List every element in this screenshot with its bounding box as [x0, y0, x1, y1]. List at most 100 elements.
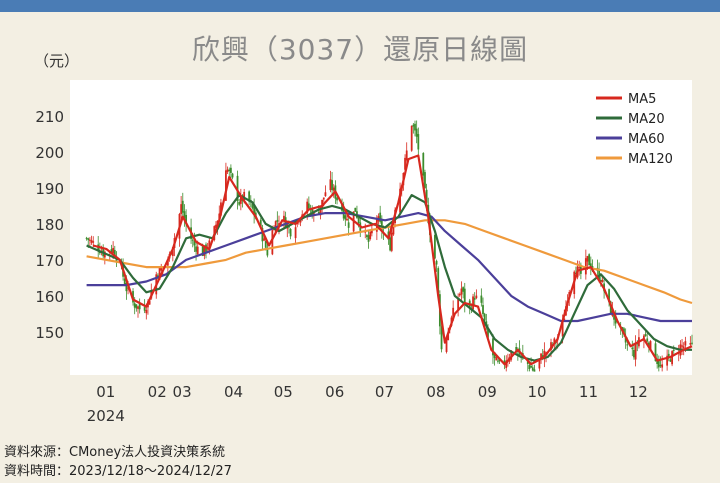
candle-body — [646, 338, 649, 342]
candle-body — [412, 124, 415, 127]
candle-body — [229, 167, 232, 173]
candle-body — [276, 219, 279, 222]
candle-body — [158, 267, 161, 280]
candle-body — [215, 224, 217, 228]
candle-body — [344, 215, 347, 220]
candle-body — [289, 229, 292, 237]
candle-body — [654, 343, 657, 362]
candle-body — [92, 241, 95, 243]
candle-body — [553, 338, 556, 345]
candle-body — [684, 341, 687, 346]
candle-body — [201, 246, 204, 256]
candle-body — [472, 296, 474, 310]
legend-label: MA5 — [628, 92, 656, 107]
candle-body — [135, 304, 138, 309]
candle-body — [561, 321, 564, 337]
x-tick-label: 11 — [579, 383, 598, 401]
candle-body — [166, 259, 169, 266]
candle-body — [243, 191, 246, 201]
y-tick-label: 200 — [35, 144, 64, 162]
candle-body — [239, 195, 242, 204]
year-label: 2024 — [87, 407, 125, 425]
candle-body — [113, 249, 116, 257]
candle-body — [236, 175, 239, 201]
candle-body — [370, 229, 373, 234]
footer: 資料來源：CMoney法人投資決策系統 資料時間：2023/12/18～2024… — [4, 443, 232, 481]
candle-body — [649, 341, 652, 350]
candle-body — [284, 217, 287, 228]
candle-body — [321, 199, 324, 209]
candle-body — [586, 256, 589, 262]
candle-body — [208, 240, 211, 251]
candle-body — [410, 125, 413, 151]
candle-body — [331, 180, 333, 191]
candle-body — [543, 350, 546, 360]
candle-body — [263, 238, 265, 241]
candle-body — [226, 169, 229, 172]
candle-body — [437, 268, 440, 293]
candle-body — [452, 307, 455, 321]
candle-body — [133, 303, 136, 308]
candle-body — [143, 307, 146, 311]
candle-body — [306, 201, 309, 214]
candle-body — [667, 353, 670, 357]
candle-body — [123, 278, 126, 285]
candle-body — [457, 298, 460, 311]
x-tick-label: 12 — [629, 383, 648, 401]
candle-body — [599, 279, 602, 282]
candle-body — [228, 169, 231, 172]
candle-body — [588, 254, 591, 266]
candle-body — [341, 203, 343, 211]
y-tick-label: 210 — [35, 108, 64, 126]
candle-body — [435, 260, 438, 265]
candle-body — [528, 365, 531, 369]
x-tick-label: 08 — [426, 383, 445, 401]
candle-body — [608, 289, 610, 303]
x-tick-label: 04 — [224, 383, 243, 401]
legend-label: MA20 — [628, 112, 665, 127]
candle-body — [271, 230, 274, 255]
candle-body — [127, 287, 129, 289]
candle-body — [503, 360, 506, 365]
candle-body — [493, 352, 496, 359]
candle-body — [691, 342, 693, 344]
candle-body — [530, 366, 533, 368]
series-line-ma120 — [86, 219, 693, 305]
candle-body — [195, 246, 197, 252]
candle-body — [288, 226, 290, 228]
candle-body — [473, 297, 476, 300]
candle-body — [336, 197, 338, 201]
candle-body — [424, 172, 426, 189]
candle-body — [203, 245, 206, 256]
y-tick-label: 180 — [35, 216, 64, 234]
candle-body — [661, 364, 664, 368]
legend-label: MA60 — [628, 132, 665, 147]
candle-body — [183, 211, 186, 219]
y-tick-label: 170 — [35, 252, 64, 270]
candle-body — [332, 187, 335, 191]
candle-body — [390, 232, 393, 251]
candle-body — [689, 343, 692, 345]
candle-body — [404, 157, 406, 170]
candle-body — [87, 238, 90, 241]
candle-body — [417, 134, 420, 150]
candle-body — [405, 150, 408, 161]
candle-body — [540, 353, 542, 359]
candle-body — [90, 240, 93, 243]
candle-body — [185, 215, 188, 225]
candle-body — [659, 365, 662, 367]
candle-body — [480, 295, 483, 303]
source-text: 資料來源：CMoney法人投資決策系統 — [4, 445, 226, 460]
candle-body — [440, 326, 443, 350]
candle-body — [317, 211, 320, 214]
candle-body — [367, 235, 370, 242]
candle-body — [601, 279, 604, 282]
x-tick-label: 05 — [274, 383, 293, 401]
candle-body — [492, 338, 494, 356]
candle-body — [538, 359, 541, 369]
candle-body — [85, 237, 88, 239]
candle-body — [447, 332, 450, 341]
candle-body — [160, 267, 163, 271]
candle-body — [366, 235, 368, 237]
candle-body — [626, 344, 629, 346]
